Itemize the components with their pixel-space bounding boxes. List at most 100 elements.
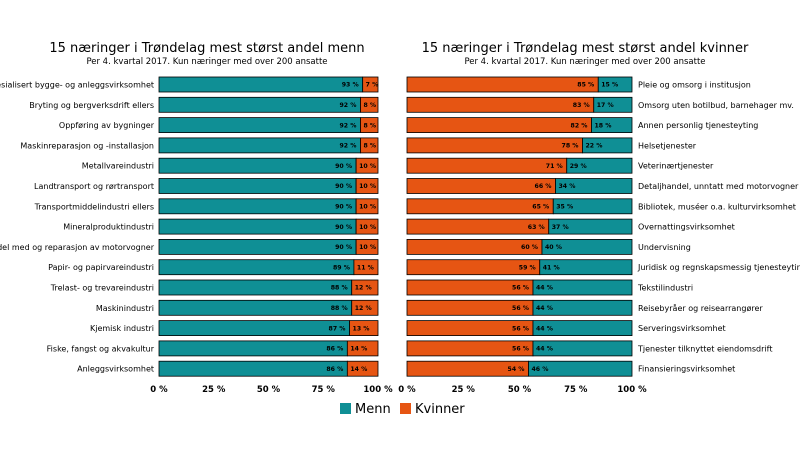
bar-kvinner bbox=[362, 76, 379, 93]
bar-kvinner bbox=[355, 178, 379, 194]
bar-kvinner bbox=[406, 117, 592, 133]
legend-label-men: Menn bbox=[355, 402, 391, 417]
data-label: 83 % bbox=[573, 102, 590, 109]
data-label: 46 % bbox=[532, 366, 549, 373]
data-label: 59 % bbox=[519, 264, 536, 271]
bar-kvinner bbox=[406, 76, 599, 93]
bar-kvinner bbox=[406, 137, 583, 154]
category-label: Juridisk og regnskapsmessig tjenesteytin… bbox=[637, 263, 800, 272]
bar-menn bbox=[158, 178, 357, 194]
bar-menn bbox=[552, 198, 633, 215]
bar-menn bbox=[158, 117, 361, 133]
bar-kvinner bbox=[406, 96, 595, 113]
x-tick-label: 50 % bbox=[257, 385, 281, 395]
category-label: Finansieringsvirksomhet bbox=[638, 365, 735, 374]
data-label: 85 % bbox=[577, 82, 594, 89]
data-label: 14 % bbox=[350, 366, 367, 373]
category-label: Undervisning bbox=[638, 243, 691, 252]
data-label: 35 % bbox=[556, 204, 573, 211]
right-chart-title: 15 næringer i Trøndelag mest størst ande… bbox=[422, 41, 749, 56]
bar-menn bbox=[158, 137, 361, 154]
category-label: Veterinærtjenester bbox=[638, 162, 714, 171]
bar-kvinner bbox=[346, 360, 379, 377]
data-label: 44 % bbox=[536, 285, 553, 292]
legend-label-women: Kvinner bbox=[415, 402, 465, 417]
data-label: 11 % bbox=[357, 264, 374, 271]
bar-kvinner bbox=[360, 117, 379, 133]
data-label: 44 % bbox=[536, 346, 553, 353]
bar-menn bbox=[528, 360, 633, 377]
category-label: Tjenester tilknyttet eiendomsdrift bbox=[637, 344, 772, 353]
data-label: 7 % bbox=[366, 82, 379, 89]
data-label: 18 % bbox=[595, 122, 612, 129]
data-label: 92 % bbox=[340, 102, 357, 109]
bar-menn bbox=[597, 76, 633, 93]
data-label: 93 % bbox=[342, 82, 359, 89]
data-label: 65 % bbox=[532, 204, 549, 211]
category-label: Mineralproduktindustri bbox=[63, 223, 154, 232]
bar-kvinner bbox=[360, 137, 379, 154]
category-label: Spesialisert bygge- og anleggsvirksomhet bbox=[0, 81, 154, 90]
bar-menn bbox=[532, 320, 633, 337]
category-label: Bibliotek, muséer o.a. kulturvirksomhet bbox=[638, 201, 796, 211]
data-label: 87 % bbox=[329, 325, 346, 332]
data-label: 14 % bbox=[350, 346, 367, 353]
bar-kvinner bbox=[355, 198, 379, 215]
data-label: 37 % bbox=[552, 224, 569, 231]
data-label: 8 % bbox=[363, 102, 376, 109]
x-tick-label: 25 % bbox=[202, 385, 226, 395]
data-label: 82 % bbox=[571, 122, 588, 129]
category-label: Oppføring av bygninger bbox=[59, 121, 155, 130]
bar-menn bbox=[158, 218, 357, 235]
bar-kvinner bbox=[406, 178, 556, 194]
data-label: 10 % bbox=[359, 244, 376, 251]
right-chart-plot: 85 % 15 % Pleie og omsorg i institusjon 83 … bbox=[398, 76, 800, 395]
data-label: 10 % bbox=[359, 163, 376, 170]
category-label: Kjemisk industri bbox=[90, 324, 154, 333]
data-label: 56 % bbox=[512, 346, 529, 353]
data-label: 71 % bbox=[546, 163, 563, 170]
data-label: 66 % bbox=[535, 183, 552, 190]
data-label: 90 % bbox=[335, 183, 352, 190]
bar-menn bbox=[593, 96, 633, 113]
category-label: Transportmiddelindustri ellers bbox=[34, 202, 154, 211]
data-label: 88 % bbox=[331, 285, 348, 292]
bar-menn bbox=[158, 157, 357, 174]
data-label: 54 % bbox=[508, 366, 525, 373]
bar-kvinner bbox=[351, 299, 379, 316]
category-label: Handel med og reparasjon av motorvogner bbox=[0, 243, 155, 252]
data-label: 88 % bbox=[331, 305, 348, 312]
data-label: 10 % bbox=[359, 204, 376, 211]
category-label: Tekstilindustri bbox=[637, 284, 693, 293]
bar-menn bbox=[158, 259, 355, 276]
category-label: Metallvareindustri bbox=[82, 162, 154, 171]
category-label: Papir- og papirvareindustri bbox=[48, 263, 154, 272]
data-label: 12 % bbox=[355, 285, 372, 292]
bar-menn bbox=[566, 157, 633, 174]
bar-menn bbox=[541, 238, 633, 255]
x-tick-label: 75 % bbox=[564, 385, 588, 395]
data-label: 90 % bbox=[335, 204, 352, 211]
data-label: 90 % bbox=[335, 163, 352, 170]
data-label: 56 % bbox=[512, 285, 529, 292]
bar-menn bbox=[158, 198, 357, 215]
legend-swatch-men bbox=[340, 403, 351, 414]
bar-menn bbox=[158, 238, 357, 255]
x-tick-label: 75 % bbox=[312, 385, 336, 395]
category-label: Landtransport og rørtransport bbox=[34, 182, 154, 191]
data-label: 17 % bbox=[597, 102, 614, 109]
data-label: 78 % bbox=[562, 143, 579, 150]
data-label: 10 % bbox=[359, 224, 376, 231]
bar-menn bbox=[158, 279, 353, 296]
data-label: 89 % bbox=[333, 264, 350, 271]
data-label: 34 % bbox=[559, 183, 576, 190]
bar-menn bbox=[158, 360, 348, 377]
left-chart-title: 15 næringer i Trøndelag mest størst ande… bbox=[49, 41, 364, 56]
data-label: 44 % bbox=[536, 325, 553, 332]
data-label: 12 % bbox=[355, 305, 372, 312]
category-label: Fiske, fangst og akvakultur bbox=[47, 344, 155, 353]
bar-kvinner bbox=[353, 259, 379, 276]
bar-kvinner bbox=[346, 340, 379, 357]
data-label: 10 % bbox=[359, 183, 376, 190]
bar-menn bbox=[158, 76, 364, 93]
